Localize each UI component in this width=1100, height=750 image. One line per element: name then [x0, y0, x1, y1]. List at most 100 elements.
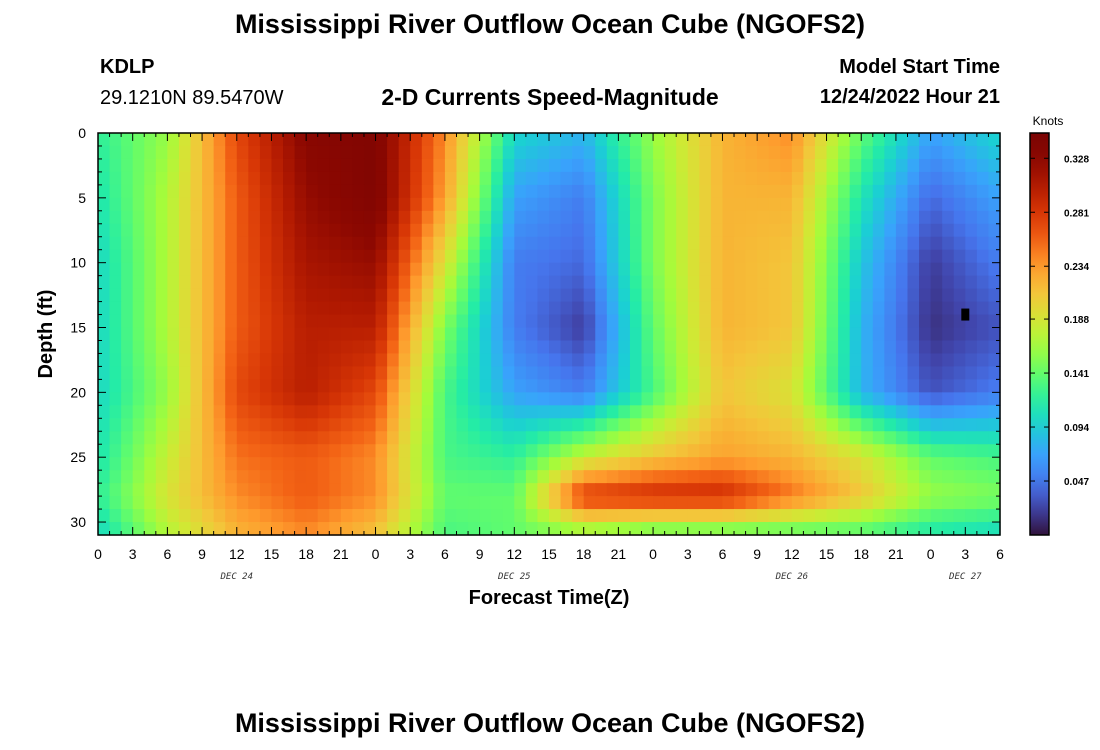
heatmap-cell — [387, 431, 400, 445]
heatmap-cell — [814, 158, 828, 173]
heatmap-cell — [722, 327, 735, 342]
heatmap-cell — [734, 392, 747, 406]
heatmap-cell — [595, 340, 608, 355]
heatmap-cell — [618, 158, 631, 173]
heatmap-cell — [317, 418, 330, 432]
heatmap-cell — [629, 340, 643, 355]
heatmap-cell — [722, 158, 735, 173]
heatmap-cell — [271, 171, 284, 186]
heatmap-cell — [479, 314, 492, 329]
heatmap-cell — [572, 470, 585, 484]
heatmap-cell — [491, 223, 504, 238]
heatmap-cell — [953, 405, 966, 419]
heatmap-cell — [213, 392, 226, 406]
heatmap-cell — [595, 353, 608, 368]
heatmap-cell — [340, 210, 354, 225]
heatmap-cell — [814, 249, 828, 264]
heatmap-cell — [907, 171, 920, 186]
heatmap-cell — [595, 405, 608, 419]
heatmap-cell — [248, 392, 261, 406]
heatmap-cell — [456, 171, 469, 186]
heatmap-cell — [814, 314, 828, 329]
heatmap-cell — [132, 327, 145, 342]
heatmap-cell — [479, 353, 492, 368]
heatmap-cell — [398, 379, 411, 393]
heatmap-cell — [641, 249, 654, 264]
heatmap-cell — [895, 262, 909, 277]
heatmap-cell — [213, 483, 226, 497]
heatmap-cell — [329, 483, 342, 497]
heatmap-cell — [965, 249, 978, 264]
heatmap-cell — [329, 223, 342, 238]
heatmap-cell — [271, 223, 284, 238]
heatmap-cell — [525, 444, 539, 458]
heatmap-cell — [236, 392, 249, 406]
heatmap-cell — [872, 275, 885, 290]
heatmap-cell — [502, 392, 515, 406]
heatmap-cell — [861, 171, 874, 186]
heatmap-cell — [722, 184, 735, 199]
heatmap-cell — [803, 457, 816, 471]
heatmap-cell — [155, 483, 168, 497]
heatmap-cell — [930, 392, 943, 406]
heatmap-cell — [710, 236, 724, 251]
heatmap-cell — [363, 327, 377, 342]
heatmap-cell — [456, 522, 469, 536]
heatmap-cell — [155, 133, 168, 147]
heatmap-cell — [502, 353, 515, 368]
heatmap-cell — [259, 249, 273, 264]
heatmap-cell — [225, 444, 238, 458]
heatmap-cell — [618, 418, 631, 432]
heatmap-cell — [549, 314, 562, 329]
heatmap-cell — [572, 236, 585, 251]
heatmap-cell — [306, 444, 319, 458]
heatmap-cell — [953, 223, 966, 238]
heatmap-cell — [121, 223, 134, 238]
heatmap-cell — [317, 314, 330, 329]
heatmap-cell — [988, 483, 1001, 497]
heatmap-cell — [919, 145, 932, 160]
heatmap-cell — [549, 223, 562, 238]
heatmap-cell — [664, 379, 677, 393]
heatmap-cell — [387, 444, 400, 458]
heatmap-cell — [444, 353, 458, 368]
heatmap-cell — [988, 210, 1001, 225]
heatmap-cell — [537, 522, 550, 536]
heatmap-cell — [976, 223, 990, 238]
heatmap-cell — [479, 431, 492, 445]
heatmap-cell — [907, 340, 920, 355]
heatmap-cell — [294, 522, 307, 536]
heatmap-cell — [907, 133, 920, 147]
heatmap-cell — [942, 379, 955, 393]
heatmap-cell — [861, 392, 874, 406]
heatmap-cell — [560, 197, 573, 212]
heatmap-cell — [387, 288, 400, 303]
heatmap-cell — [895, 197, 909, 212]
heatmap-cell — [629, 262, 643, 277]
heatmap-cell — [167, 184, 180, 199]
heatmap-cell — [699, 327, 712, 342]
heatmap-cell — [549, 249, 562, 264]
heatmap-cell — [259, 301, 273, 316]
heatmap-cell — [259, 184, 273, 199]
heatmap-cell — [953, 379, 966, 393]
heatmap-cell — [953, 457, 966, 471]
heatmap-cell — [838, 327, 851, 342]
heatmap-cell — [132, 184, 145, 199]
heatmap-cell — [283, 158, 296, 173]
heatmap-cell — [884, 262, 897, 277]
heatmap-cell — [572, 158, 585, 173]
heatmap-cell — [433, 405, 446, 419]
heatmap-cell — [317, 197, 330, 212]
heatmap-cell — [710, 522, 724, 536]
heatmap-cell — [895, 483, 909, 497]
heatmap-cell — [826, 483, 839, 497]
heatmap-cell — [768, 366, 781, 380]
heatmap-cell — [930, 158, 943, 173]
heatmap-cell — [491, 418, 504, 432]
heatmap-cell — [907, 379, 920, 393]
heatmap-cell — [121, 301, 134, 316]
heatmap-cell — [861, 223, 874, 238]
heatmap-cell — [468, 483, 481, 497]
heatmap-cell — [375, 301, 388, 316]
